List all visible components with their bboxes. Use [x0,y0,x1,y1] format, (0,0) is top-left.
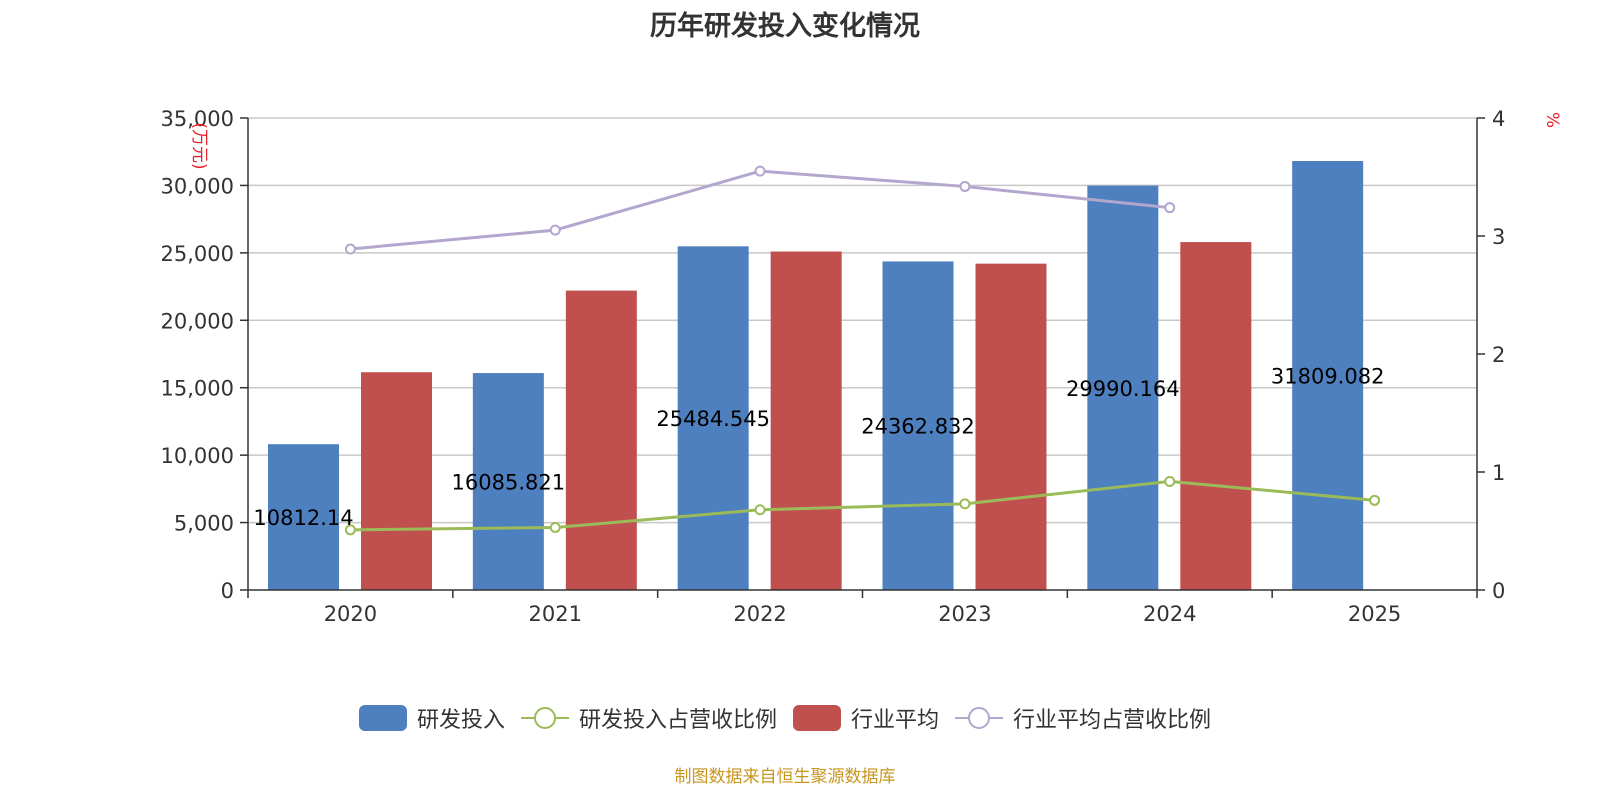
point-rd-ratio-2024 [1164,475,1176,487]
y-left-tick-label: 20,000 [161,309,234,333]
point-rd-ratio-2020 [344,524,356,536]
chart-title: 历年研发投入变化情况 [650,11,920,42]
x-tick-label: 2023 [938,602,991,626]
y-right-tick-label: 4 [1492,107,1505,131]
point-industry-ratio-2023 [959,180,971,192]
bar-industry-avg-2020 [361,372,432,590]
line-rd-ratio [350,479,1375,532]
bar-rd-investment-2024 [1087,185,1159,590]
bar-industry-avg-2023 [975,263,1047,590]
bars-layer [268,161,1364,591]
lines-layer [344,165,1381,536]
point-industry-ratio-2024 [1164,202,1176,214]
y-left-tick-label: 25,000 [161,242,234,266]
legend-label-rd-ratio: 研发投入占营收比例 [578,708,777,733]
y-right-tick-label: 3 [1492,225,1505,249]
point-industry-ratio-2021 [549,224,561,236]
point-rd-ratio-2021 [549,521,561,533]
y-right-unit-label: % [1542,112,1562,128]
bar-industry-avg-2024 [1180,242,1252,590]
bar-industry-avg-2021 [565,290,637,590]
legend-label-rd-investment: 研发投入 [416,708,505,733]
y-right-tick-label: 2 [1492,343,1505,367]
legend-item-rd-investment[interactable]: 研发投入 [358,702,505,734]
data-label-2025: 31809.082 [1271,365,1385,389]
y-left-tick-label: 15,000 [161,377,234,401]
y-left-tick-label: 5,000 [174,512,234,536]
legend: 研发投入 研发投入占营收比例 行业平均 行业平均占营收比例 [0,702,1570,734]
chart: 0 5,000 10,000 15,000 20,000 25,000 30,000 35,0… [161,107,1562,626]
legend-swatch-rd-investment [358,705,407,731]
y-right-tick-label: 0 [1492,579,1505,603]
grid-layer [248,117,1477,524]
legend-item-rd-ratio[interactable]: 研发投入占营收比例 [520,702,777,734]
x-tick-label: 2025 [1348,602,1401,626]
data-label-2022: 25484.545 [656,407,770,431]
legend-label-industry-ratio: 行业平均占营收比例 [1013,708,1212,733]
point-rd-ratio-2022 [754,504,766,516]
point-rd-ratio-2025 [1369,494,1381,506]
y-left-tick-label: 35,000 [161,107,234,131]
y-left-tick-label: 10,000 [161,444,234,468]
y-left-unit-label: (万元) [189,122,209,169]
legend-marker-industry-ratio [955,705,1004,731]
x-tick-label: 2024 [1143,602,1196,626]
source-note: 制图数据来自恒生聚源数据库 [674,767,896,787]
bar-industry-avg-2022 [770,251,842,590]
data-label-2021: 16085.821 [452,471,566,495]
point-industry-ratio-2022 [754,165,766,177]
bar-rd-investment-2022 [677,246,749,591]
labels-layer: 10812.14 16085.821 25484.545 24362.832 29990… [253,365,1384,531]
point-rd-ratio-2023 [959,498,971,510]
bar-rd-investment-2023 [882,261,954,590]
legend-marker-rd-ratio [520,705,569,731]
bar-rd-investment-2020 [268,444,339,590]
data-label-2020: 10812.14 [253,506,353,530]
point-industry-ratio-2020 [344,243,356,255]
y-right-tick-label: 1 [1492,461,1505,485]
y-left-tick-label: 0 [221,579,234,603]
line-industry-ratio [350,169,1170,251]
legend-item-industry-avg[interactable]: 行业平均 [793,702,939,734]
data-label-2023: 24362.832 [861,415,975,439]
y-left-tick-label: 30,000 [161,174,234,198]
x-tick-label: 2020 [324,602,377,626]
bar-rd-investment-2021 [472,373,544,590]
bar-rd-investment-2025 [1292,161,1364,591]
legend-label-industry-avg: 行业平均 [851,708,940,733]
data-label-2024: 29990.164 [1066,377,1180,401]
axes-layer: 0 5,000 10,000 15,000 20,000 25,000 30,000 35,0… [161,107,1562,626]
x-tick-label: 2021 [529,602,582,626]
legend-item-industry-ratio[interactable]: 行业平均占营收比例 [955,702,1211,734]
legend-swatch-industry-avg [793,705,841,731]
x-tick-label: 2022 [733,602,786,626]
